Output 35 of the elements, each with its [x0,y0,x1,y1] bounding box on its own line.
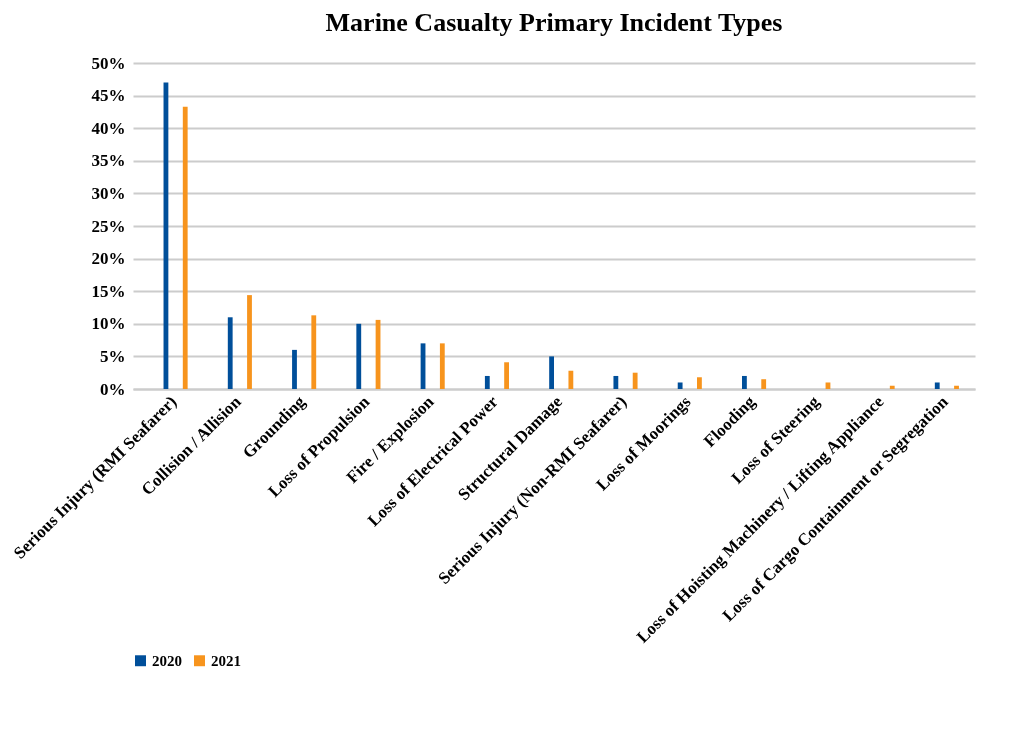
bar [954,385,959,389]
bar [227,317,233,389]
y-tick-label: 30% [91,183,126,203]
bar [825,382,831,389]
y-tick-label: 10% [91,314,126,334]
bar [439,343,445,389]
bar [568,370,574,389]
bar [761,379,767,389]
legend-label: 2020 [152,652,182,669]
chart-title: Marine Casualty Primary Incident Types [325,8,783,37]
bar [632,372,638,389]
bar [549,356,554,389]
y-tick-label: 20% [91,249,126,269]
bar [292,349,297,389]
bar [889,385,895,389]
y-tick-label: 15% [91,281,126,301]
bar [934,382,940,389]
bar [742,375,747,389]
y-tick-label: 45% [91,86,126,106]
bar [182,106,188,389]
bar [311,315,317,389]
y-tick-label: 40% [91,118,126,138]
y-tick-label: 0% [100,379,126,399]
bar [697,377,702,389]
y-tick-label: 5% [100,346,126,366]
bar [484,375,490,389]
bar [247,295,252,389]
bar [504,362,510,389]
y-tick-label: 25% [91,216,126,236]
legend-label: 2021 [211,652,241,669]
bar [613,375,619,389]
y-tick-label: 50% [91,53,126,73]
bar [677,382,683,389]
y-tick-label: 35% [91,151,126,171]
bar [356,323,362,389]
